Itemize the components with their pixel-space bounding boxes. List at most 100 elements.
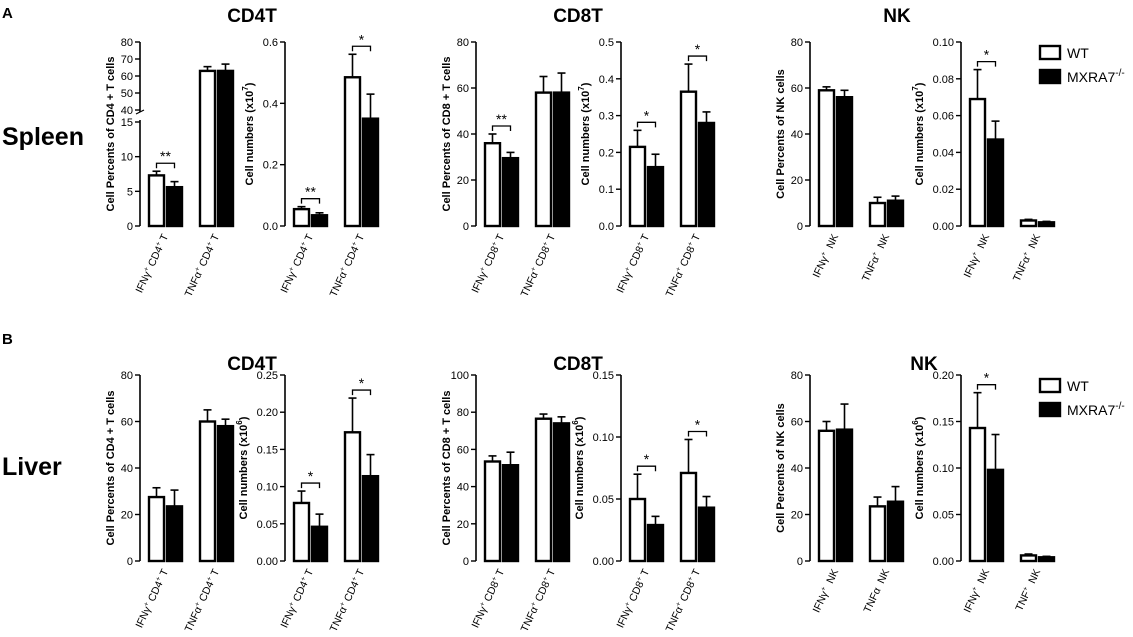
y-tick-label-4-0: 0 (797, 221, 803, 233)
significance-bracket-7-0 (300, 482, 321, 489)
bar-1-0-1 (343, 76, 362, 228)
x-tick-label-rest-7-0: CD4 (290, 579, 311, 606)
x-tick-label-main-9-1: TNFα (664, 605, 686, 634)
bar-8-0-0 (483, 460, 502, 563)
y-tick-label-9-1: 0.05 (593, 494, 614, 506)
x-tick-label-tail-4-0: NK (823, 232, 841, 253)
y-tick-label-9-3: 0.15 (593, 370, 614, 382)
x-tick-label-main-11-1: TNF (1013, 589, 1033, 613)
x-tick-label-rest-sup-9-0: + (636, 576, 644, 583)
significance-bracket-7-1 (351, 389, 372, 396)
x-tick-label-main-5-1: TNFα (1011, 254, 1033, 283)
significance-bracket-1-0 (300, 198, 321, 204)
bar-7-0-1 (343, 431, 362, 563)
y-axis-label-4: Cell Percents of NK cells (775, 69, 787, 199)
bar-1-1-0 (310, 214, 329, 228)
y-tick-label-11-3: 0.15 (933, 417, 954, 429)
y-axis-label-9: Cell numbers (x106) (571, 416, 586, 519)
y-tick-label-7-0: 0.00 (257, 556, 278, 568)
x-tick-label-sup-9-0: + (624, 601, 632, 608)
x-tick-label-rest-0-0: CD4 (145, 244, 166, 271)
bar-6-0-0 (147, 495, 166, 563)
y-tick-label-0-5: 50 (121, 88, 133, 100)
x-tick-label-sup-8-0: + (479, 601, 487, 608)
y-tick-label-6-4: 80 (121, 370, 133, 382)
significance-label-1-0: ** (305, 184, 316, 200)
y-tick-label-1-3: 0.6 (263, 37, 278, 49)
legend-b-ko-label: MXRA7-/- (1067, 401, 1125, 418)
y-axis-label-text-11: Cell numbers (x10 (914, 425, 926, 520)
y-tick-label-1-2: 0.4 (263, 98, 278, 110)
y-axis-label-6: Cell Percents of CD4 + T cells (105, 391, 117, 546)
y-axis-label-text-6: Cell Percents of CD4 + T cells (105, 391, 117, 546)
chart-5: 0.00 0.02 0.04 0.06 0.08 0.10 Cell numbers (x1… (911, 37, 1056, 284)
significance-bracket-9-0 (636, 465, 657, 472)
x-tick-label-sup-3-1: + (675, 266, 683, 273)
x-tick-label-1-0: IFNγ+ CD4+ T (278, 232, 316, 295)
y-tick-label-5-4: 0.08 (933, 74, 954, 86)
y-tick-label-4-1: 20 (791, 175, 803, 187)
y-tick-label-7-4: 0.20 (257, 407, 278, 419)
x-tick-label-sup-1-1: + (339, 266, 347, 273)
bar-10-0-0 (817, 429, 836, 563)
y-tick-label-2-2: 40 (457, 129, 469, 141)
x-tick-label-6-0: IFNγ+ CD4+ T (133, 567, 171, 630)
y-axis-label-5: Cell numbers (x107) (911, 82, 926, 185)
x-tick-label-tail-11-0: NK (974, 567, 992, 588)
x-tick-label-sup-2-1: + (530, 266, 538, 273)
y-tick-label-8-3: 60 (457, 444, 469, 456)
bar-4-0-0 (817, 89, 836, 228)
significance-bracket-2-0 (491, 125, 512, 131)
significance-bracket-9-1 (687, 430, 708, 437)
bar-9-0-1 (679, 471, 698, 563)
x-tick-label-rest-sup-3-0: + (636, 241, 644, 248)
panel-b-row-label: Liver (2, 453, 62, 481)
panel-b-group-title-cd8t: CD8T (553, 354, 603, 375)
y-axis-label-sup-9: 6 (571, 420, 580, 425)
y-tick-label-2-0: 0 (463, 221, 469, 233)
x-tick-label-rest-sup-0-0: + (155, 241, 163, 248)
x-tick-label-main-9-0: IFNγ (614, 604, 635, 630)
bar-1-0-0 (292, 207, 311, 228)
y-tick-label-0-1: 5 (127, 186, 133, 198)
x-tick-label-sup-6-1: + (194, 601, 202, 608)
bar-2-0-0 (483, 141, 502, 228)
y-tick-label-1-0: 0.0 (263, 221, 278, 233)
y-tick-label-2-1: 20 (457, 175, 469, 187)
significance-bracket-3-0 (636, 121, 657, 128)
x-tick-label-10-0: IFNγ+ NK (811, 567, 842, 614)
y-tick-label-0-3: 15 (121, 117, 133, 129)
y-tick-label-6-0: 0 (127, 556, 133, 568)
x-tick-label-sup-0-1: + (194, 266, 202, 273)
bar-4-1-0 (835, 95, 854, 228)
y-tick-label-11-2: 0.10 (933, 463, 954, 475)
chart-6: 0 20 40 60 80 Cell Percents of CD4 + T cells I… (105, 370, 235, 634)
y-axis-label-end-9: ) (574, 416, 586, 420)
x-tick-label-sup-7-0: + (288, 601, 296, 608)
x-tick-label-main-2-1: TNFα (519, 270, 541, 299)
x-tick-label-7-1: TNFα+ CD4+ T (328, 567, 368, 634)
legend-a-wt-swatch (1038, 44, 1062, 61)
y-tick-label-3-1: 0.1 (599, 184, 614, 196)
x-tick-label-tail-5-0: NK (974, 232, 992, 253)
x-tick-label-rest-8-1: CD8 (532, 579, 553, 606)
y-tick-label-3-3: 0.3 (599, 111, 614, 123)
x-tick-label-main-4-1: TNFα (860, 254, 882, 283)
x-tick-label-6-1: TNFα+ CD4+ T (183, 567, 223, 634)
y-axis-label-text-8: Cell Percents of CD8 + T cells (441, 391, 453, 546)
chart-4: 0 20 40 60 80 Cell Percents of NK cells IFNγ+ … (775, 37, 905, 284)
x-tick-label-sup-3-0: + (624, 266, 632, 273)
x-tick-label-main-1-0: IFNγ (278, 269, 299, 295)
x-tick-label-tail-11-1: NK (1025, 567, 1043, 588)
x-tick-label-9-1: TNFα+ CD8+ T (664, 567, 704, 634)
bar-7-1-1 (361, 474, 380, 563)
y-tick-label-7-3: 0.15 (257, 444, 278, 456)
x-tick-label-tail-5-1: NK (1025, 232, 1043, 253)
x-tick-label-main-1-1: TNFα (328, 270, 350, 299)
y-tick-label-5-3: 0.06 (933, 111, 954, 123)
y-axis-label-10: Cell Percents of NK cells (775, 403, 787, 533)
bar-1-1-1 (361, 117, 380, 228)
